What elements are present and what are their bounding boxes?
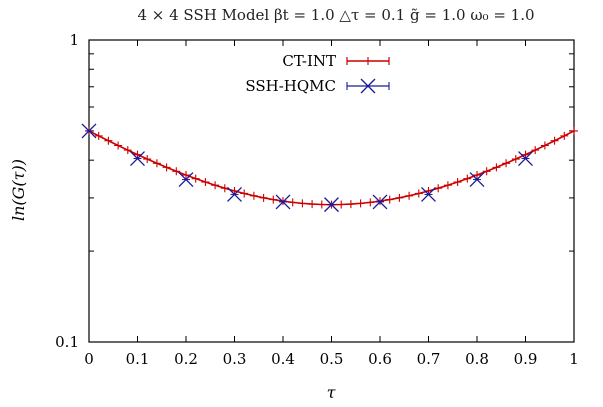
series-ct-int-point xyxy=(453,178,462,187)
x-tick-label: 1 xyxy=(569,350,579,368)
series-ct-int-point xyxy=(550,136,559,145)
series-ct-int-point xyxy=(443,181,452,190)
series-ct-int-point xyxy=(531,146,540,155)
x-tick-label: 0.9 xyxy=(514,350,538,368)
series-ct-int-point xyxy=(133,150,142,159)
y-tick-label: 0.1 xyxy=(55,333,79,351)
series-ct-int-point xyxy=(123,146,132,155)
series-ct-int-point xyxy=(473,171,481,180)
series-ct-int-line xyxy=(88,130,575,206)
series-ct-int-point xyxy=(482,167,491,176)
y-tick-label: 1 xyxy=(69,31,79,49)
series-ct-int-point xyxy=(570,126,578,135)
series-ct-int-point xyxy=(560,131,569,140)
plot-area: 0 0.1 0.2 0.3 0.4 0.5 0.6 0.7 0.8 0.9 1 0.1 1 xyxy=(55,31,579,368)
x-tick-label: 0.5 xyxy=(320,350,344,368)
series-ct-int-point xyxy=(152,159,161,168)
series-ct-int-point xyxy=(259,193,268,202)
series-ct-int-point xyxy=(143,155,152,164)
series-ct-int-point xyxy=(249,191,258,200)
x-axis-label: τ xyxy=(327,383,337,402)
series-ct-int-point xyxy=(366,198,375,207)
legend-label-ssh-hqmc: SSH-HQMC xyxy=(245,77,336,95)
legend-marker-ssh-hqmc xyxy=(360,78,376,94)
series-ct-int-point xyxy=(298,199,307,208)
series-ct-int-point xyxy=(201,178,210,187)
series-ct-int-point xyxy=(182,171,190,180)
x-tick-label: 0.6 xyxy=(368,350,392,368)
series-ct-int-point xyxy=(162,163,171,172)
series-ct-int-point xyxy=(211,181,220,190)
x-tick-label: 0.3 xyxy=(223,350,247,368)
series-ct-int-point xyxy=(521,150,530,159)
series-ct-int-point xyxy=(191,174,200,183)
x-tick-label: 0.8 xyxy=(465,350,489,368)
series-ct-int-point xyxy=(308,200,317,209)
series-ct-int-point xyxy=(414,189,423,198)
x-tick-label: 0 xyxy=(84,350,94,368)
y-axis-label: ln(G(τ)) xyxy=(9,159,28,221)
x-tick-label: 0.2 xyxy=(174,350,198,368)
series-ct-int-point xyxy=(463,174,472,183)
series-ct-int-point xyxy=(385,195,394,204)
series-ct-int-point xyxy=(114,141,123,150)
series-ct-int-point xyxy=(356,199,365,208)
series-ct-int-point xyxy=(511,155,520,164)
series-ct-int-point xyxy=(104,136,113,145)
x-tick-label: 0.4 xyxy=(271,350,295,368)
series-ct-int-point xyxy=(346,200,355,209)
series-ct-int-point xyxy=(94,131,103,140)
x-tick-label: 0.1 xyxy=(126,350,150,368)
series-ct-int-point xyxy=(502,159,511,168)
series-ct-int-point xyxy=(240,189,249,198)
series-ct-int-point xyxy=(405,191,414,200)
series-ct-int-point xyxy=(172,167,181,176)
x-tick-label: 0.7 xyxy=(417,350,441,368)
series-ct-int-point xyxy=(395,193,404,202)
legend: CT-INT SSH-HQMC xyxy=(245,52,390,95)
chart-title: 4 × 4 SSH Model βt = 1.0 △τ = 0.1 g̃ = 1… xyxy=(137,6,534,24)
series-ct-int-point xyxy=(337,200,346,209)
series-ct-int-point xyxy=(317,200,326,209)
legend-label-ct-int: CT-INT xyxy=(282,52,336,70)
series-ct-int-point xyxy=(288,198,297,207)
legend-marker-ct-int xyxy=(364,57,372,65)
series-ct-int-point xyxy=(269,195,278,204)
series-ct-int-point xyxy=(492,163,501,172)
series-ct-int-point xyxy=(540,141,549,150)
